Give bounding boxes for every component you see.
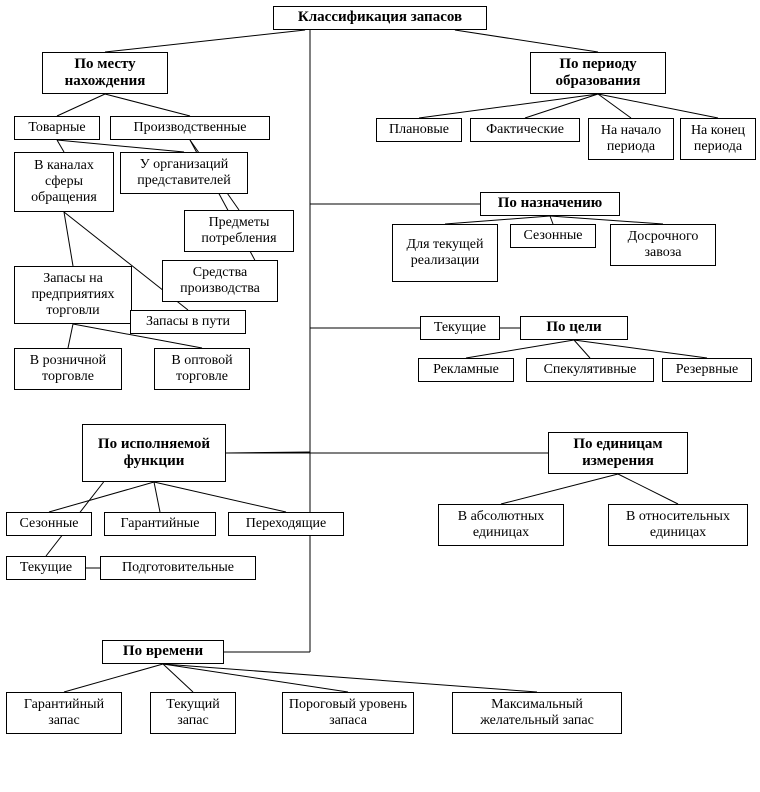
- node-purpose_season: Сезонные: [510, 224, 596, 248]
- node-unit_abs: В абсолютных единицах: [438, 504, 564, 546]
- node-goal_current: Текущие: [420, 316, 500, 340]
- node-func_curr: Текущие: [6, 556, 86, 580]
- node-time_max: Максимальный желательный запас: [452, 692, 622, 734]
- node-period_plan: Плановые: [376, 118, 462, 142]
- node-loc_retail: В розничной торговле: [14, 348, 122, 390]
- node-goal_reserve: Резервные: [662, 358, 752, 382]
- node-period_end: На конец периода: [680, 118, 756, 160]
- node-loc_whole: В оптовой торговле: [154, 348, 250, 390]
- node-time_curr: Текущий запас: [150, 692, 236, 734]
- node-purpose_early: Досрочного завоза: [610, 224, 716, 266]
- node-goal_spec: Спекулятивные: [526, 358, 654, 382]
- node-purpose: По назначению: [480, 192, 620, 216]
- node-loc_transit: Запасы в пути: [130, 310, 246, 334]
- node-func_carry: Переходящие: [228, 512, 344, 536]
- node-func: По исполняемой функции: [82, 424, 226, 482]
- node-period_fact: Фактические: [470, 118, 580, 142]
- node-loc_consum: Предметы потребления: [184, 210, 294, 252]
- node-time_thresh: Пороговый уровень запаса: [282, 692, 414, 734]
- node-unit_rel: В относительных единицах: [608, 504, 748, 546]
- node-loc_prod: Производственные: [110, 116, 270, 140]
- node-func_season: Сезонные: [6, 512, 92, 536]
- node-unit: По единицам измерения: [548, 432, 688, 474]
- diagram-canvas: Классификация запасов По месту нахождения…: [0, 0, 760, 792]
- node-period: По периоду образования: [530, 52, 666, 94]
- node-goal_ad: Рекламные: [418, 358, 514, 382]
- node-func_guar: Гарантийные: [104, 512, 216, 536]
- node-loc_means: Средства производства: [162, 260, 278, 302]
- node-time: По времени: [102, 640, 224, 664]
- node-purpose_current: Для текущей реализации: [392, 224, 498, 282]
- node-period_begin: На начало периода: [588, 118, 674, 160]
- node-loc_trade: Товарные: [14, 116, 100, 140]
- node-time_guar: Гарантийный запас: [6, 692, 122, 734]
- node-loc_retailco: Запасы на предприятиях торговли: [14, 266, 132, 324]
- node-loc_orgs: У организаций представителей: [120, 152, 248, 194]
- node-func_prep: Подготовительные: [100, 556, 256, 580]
- node-loc: По месту нахождения: [42, 52, 168, 94]
- node-loc_channels: В каналах сферы обращения: [14, 152, 114, 212]
- node-goal: По цели: [520, 316, 628, 340]
- node-root: Классификация запасов: [273, 6, 487, 30]
